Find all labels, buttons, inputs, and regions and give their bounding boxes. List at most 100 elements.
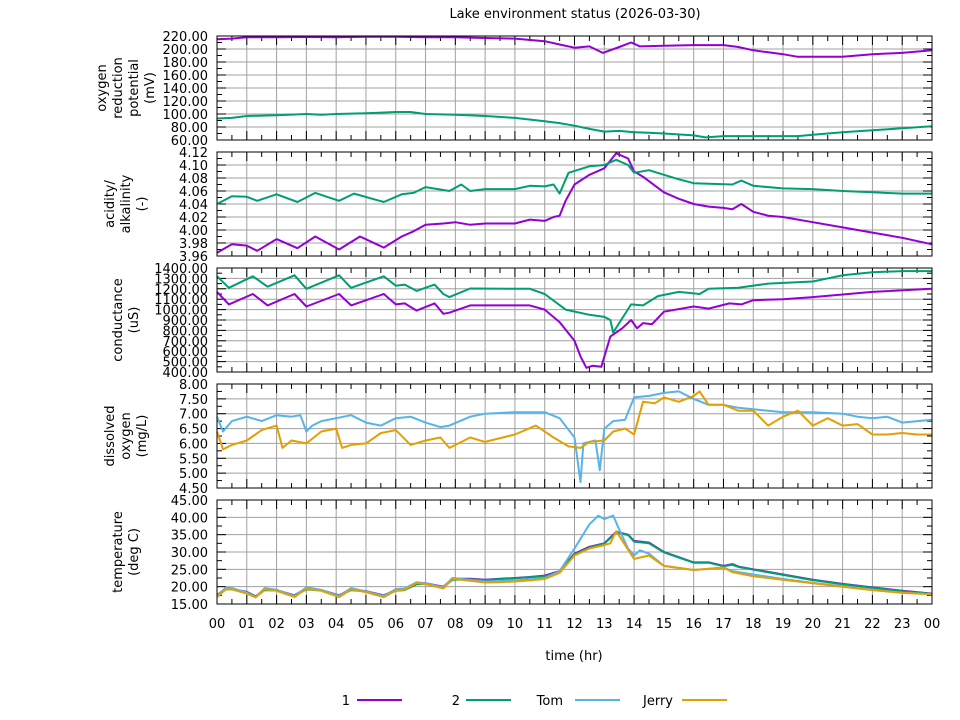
x-tick-label: 09 (477, 617, 494, 632)
x-tick-label: 10 (507, 617, 524, 632)
series-line-2 (216, 270, 932, 334)
panel-1: 60.0080.00100.00120.00140.00160.00180.00… (95, 30, 933, 149)
panel-3: 400.00500.00600.00700.00800.00900.001000… (111, 262, 933, 381)
y-tick-label: 160.00 (163, 69, 209, 84)
x-tick-label: 21 (834, 617, 851, 632)
y-axis-label-line: acidity/ (103, 180, 118, 228)
x-tick-label: 18 (745, 617, 762, 632)
x-tick-label: 20 (805, 617, 822, 632)
legend-item-jerry: Jerry (642, 694, 727, 709)
series-line-jerry (216, 390, 932, 451)
x-tick-label: 13 (596, 617, 613, 632)
series-line-1 (216, 152, 933, 254)
legend-label: Tom (536, 694, 563, 709)
panel-2: 3.963.984.004.024.044.064.084.104.12 acid… (103, 146, 933, 265)
x-tick-label: 02 (268, 617, 285, 632)
y-axis-label: dissolvedoxygen(mg/L) (103, 406, 150, 467)
y-tick-label: 30.00 (171, 546, 208, 561)
y-tick-label: 700.00 (163, 335, 209, 350)
y-tick-label: 1200.00 (154, 283, 208, 298)
y-tick-label: 60.00 (171, 134, 208, 149)
x-tick-label: 01 (239, 617, 256, 632)
y-tick-label: 6.50 (179, 423, 208, 438)
y-tick-label: 4.12 (179, 146, 208, 161)
panel-border (216, 383, 933, 489)
y-tick-label: 3.98 (179, 237, 208, 252)
x-tick-labels: 00 01 02 03 04 05 06 07 08 09 10 11 12 13 14 15 16 17 18 19… (209, 617, 941, 632)
y-tick-label: 35.00 (171, 529, 208, 544)
x-tick-label: 05 (358, 617, 375, 632)
y-tick-label: 4.10 (179, 159, 208, 174)
y-tick-label: 1100.00 (154, 293, 208, 308)
y-tick-label: 5.00 (179, 467, 208, 482)
panel-border (216, 151, 933, 257)
y-axis-label-line: conductance (111, 278, 126, 361)
x-tick-label: 11 (536, 617, 553, 632)
x-tick-label: 15 (656, 617, 673, 632)
y-axis-label-line: temperature (111, 511, 126, 593)
y-tick-label: 100.00 (163, 108, 209, 123)
y-tick-label: 8.00 (179, 378, 208, 393)
legend-label: 1 (342, 694, 350, 709)
series-line-1 (216, 287, 933, 369)
x-tick-label: 06 (387, 617, 404, 632)
y-tick-label: 4.02 (179, 211, 208, 226)
y-axis-label-line: reduction (111, 57, 126, 119)
x-tick-label: 16 (685, 617, 702, 632)
y-tick-label: 1400.00 (154, 262, 208, 277)
y-tick-label: 600.00 (163, 345, 209, 360)
y-tick-label: 1000.00 (154, 304, 208, 319)
x-tick-label: 17 (715, 617, 732, 632)
y-axis-label: oxygenreductionpotential(mV) (95, 57, 158, 119)
x-tick-label: 07 (417, 617, 434, 632)
y-tick-label: 800.00 (163, 324, 209, 339)
y-tick-label: 500.00 (163, 356, 209, 371)
x-tick-label: 08 (447, 617, 464, 632)
y-tick-label: 7.50 (179, 393, 208, 408)
y-axis-label-line: dissolved (103, 406, 118, 467)
panel-5: 15.00 20.00 25.00 30.00 35.00 40.00 45.00 tempe… (111, 494, 933, 613)
y-axis-label-line: (uS) (127, 307, 142, 334)
y-tick-label: 40.00 (171, 511, 208, 526)
y-tick-label: 400.00 (163, 366, 209, 381)
y-axis-label-line: (mV) (143, 72, 158, 104)
x-tick-label: 03 (298, 617, 315, 632)
legend-label: 2 (452, 694, 460, 709)
y-tick-label: 120.00 (163, 95, 209, 110)
series-line-tom (216, 390, 933, 484)
y-tick-label: 80.00 (171, 121, 208, 136)
x-tick-label: 23 (894, 617, 911, 632)
panel-border (216, 499, 933, 605)
chart-title: Lake environment status (2026-03-30) (449, 7, 700, 22)
y-axis-label-line: (deg C) (127, 528, 142, 576)
x-tick-label: 00 (209, 617, 226, 632)
x-tick-label: 19 (775, 617, 792, 632)
y-tick-label: 4.08 (179, 172, 208, 187)
legend-item-tom: Tom (536, 694, 620, 709)
series-line-2 (216, 158, 932, 205)
legend: 1 2 Tom Jerry (342, 694, 727, 709)
y-axis-label-line: potential (127, 59, 142, 117)
y-tick-label: 4.06 (179, 185, 208, 200)
x-tick-label: 14 (626, 617, 643, 632)
panel-4: 4.505.005.506.006.507.007.508.00 dissolve… (103, 378, 933, 497)
y-tick-label: 20.00 (171, 581, 208, 596)
y-axis-label: temperature(deg C) (111, 511, 142, 593)
y-axis-label-line: alkalinity (119, 174, 134, 233)
y-tick-label: 180.00 (163, 56, 209, 71)
y-tick-label: 140.00 (163, 82, 209, 97)
panel-border (216, 35, 933, 141)
y-tick-label: 7.00 (179, 408, 208, 423)
x-tick-label: 00 (924, 617, 941, 632)
series-line-2 (216, 111, 933, 139)
panels: 60.0080.00100.00120.00140.00160.00180.00… (95, 30, 940, 632)
y-tick-label: 15.00 (171, 598, 208, 613)
x-axis-label: time (hr) (545, 649, 602, 664)
y-tick-label: 3.96 (179, 250, 208, 265)
legend-label: Jerry (642, 694, 673, 709)
y-tick-label: 5.50 (179, 452, 208, 467)
y-tick-label: 25.00 (171, 563, 208, 578)
y-axis-label-line: (mg/L) (135, 415, 150, 458)
y-axis-label: conductance(uS) (111, 278, 142, 361)
x-tick-label: 04 (328, 617, 345, 632)
